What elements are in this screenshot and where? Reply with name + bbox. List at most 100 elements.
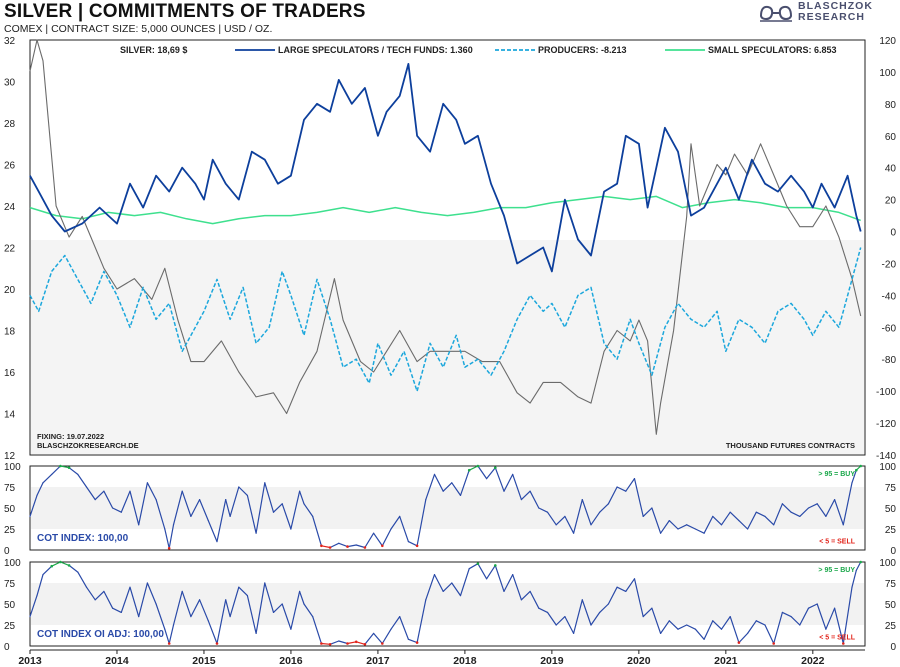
cot-index-segment [694,528,705,534]
cot-index-segment [720,511,731,526]
cot-index-segment [729,511,740,522]
cot-index-oi-segment [616,586,627,593]
cot-index-left-tick-label: 75 [4,483,16,494]
cot-index-extreme-point [59,464,62,468]
cot-index-segment [168,524,175,549]
cot-index-segment [85,486,96,501]
cot-index-segment [738,519,749,530]
cot-index-oi-segment [416,599,427,644]
cot-index-segment [616,486,627,492]
cot-index-segment [381,528,392,547]
left-axis-tick-label: 24 [4,202,16,213]
x-axis-tick-label: 2013 [18,655,42,667]
cot-index-oi-extreme-point [328,643,332,646]
left-axis-tick-label: 30 [4,78,16,89]
cot-index-oi-segment [773,611,784,645]
cot-index-oi-left-tick-label: 75 [4,579,16,590]
cot-index-segment [494,467,505,492]
cot-index-oi-segment [207,620,218,645]
cot-index-oi-segment [303,603,314,618]
cot-index-oi-extreme-point [354,640,358,644]
cot-index-oi-segment [546,611,557,626]
cot-index-oi-segment [120,586,131,614]
cot-index-segment [781,503,792,513]
cot-index-segment [172,490,183,526]
left-axis-tick-label: 28 [4,119,16,130]
cot-index-oi-extreme-point [381,642,384,645]
cot-index-segment [346,544,357,548]
cot-index-segment [225,499,231,518]
cot-index-segment [659,519,670,534]
cot-index-segment [364,532,375,549]
cot-index-oi-segment [590,611,601,626]
cot-index-segment [451,482,462,496]
cot-index-segment [433,473,444,492]
left-axis-tick-label: 22 [4,244,16,255]
right-axis-tick-label: -120 [876,419,896,430]
cot-index-segment [229,486,240,518]
cot-index-oi-extreme-point [320,642,323,645]
left-axis-tick-label: 18 [4,327,16,338]
cot-index-segment [146,482,157,501]
cot-index-oi-segment [764,624,775,645]
cot-index-extreme-point [476,464,480,468]
main-panel-band [31,240,864,454]
cot-index-oi-segment [738,632,749,644]
cot-index-oi-right-tick-label: 75 [885,579,897,590]
cot-index-left-tick-label: 0 [4,546,10,557]
cot-index-oi-extreme-point [59,560,62,564]
cot-index-oi-segment [29,594,38,618]
cot-index-segment [546,511,557,526]
cot-index-oi-segment [625,578,636,593]
cot-index-oi-segment [329,640,340,645]
cot-index-oi-extreme-point [842,642,845,645]
cot-index-oi-segment [799,607,810,626]
cot-index-segment [459,469,470,496]
cot-index-segment [164,528,170,549]
cot-index-oi-segment [807,603,818,609]
cot-index-oi-segment [199,599,209,622]
cot-index-segment [312,515,322,547]
right-axis-tick-label: -20 [882,259,897,270]
cot-index-segment [599,503,610,513]
cot-index-oi-segment [564,615,575,635]
cot-index-oi-sell-label: < 5 = SELL [819,634,856,641]
cot-index-segment [355,544,366,549]
cot-index-right-tick-label: 100 [879,462,896,473]
cot-index-segment [703,515,714,534]
cot-index-segment [303,503,314,518]
cot-index-segment [155,499,166,530]
cot-index-extreme-point [467,468,471,472]
cot-index-segment [199,499,209,522]
cot-index-segment [51,465,62,475]
cot-index-oi-segment [503,573,514,593]
cot-index-segment [190,499,201,518]
cot-index-oi-extreme-point [167,642,171,645]
cot-index-oi-segment [851,569,857,588]
cot-index-segment [564,515,575,534]
brand-logo: BLASCHZOK RESEARCH [758,1,898,25]
cot-index-extreme-point [363,546,367,549]
cot-index-extreme-point [381,544,384,548]
cot-index-segment [29,494,38,518]
cot-index-oi-segment [238,586,248,597]
cot-index-oi-segment [451,582,462,597]
left-axis-tick-label: 12 [4,451,16,462]
cot-index-oi-segment [816,603,827,630]
cot-index-oi-segment [338,640,349,645]
left-axis-tick-label: 26 [4,161,16,172]
cot-index-oi-left-tick-label: 25 [4,621,16,632]
left-axis-tick-label: 20 [4,285,16,296]
cot-index-segment [468,465,479,471]
cot-index-oi-right-tick-label: 25 [885,621,897,632]
cot-index-oi-segment [494,564,505,593]
cot-index-segment [299,490,305,505]
cot-index-oi-segment [555,615,566,626]
cot-index-oi-segment [85,586,96,601]
cot-index-oi-segment [425,573,436,601]
cot-index-segment [529,490,540,509]
cot-index-segment [42,473,53,484]
cot-index-segment [138,482,148,526]
x-axis-tick-label: 2014 [105,655,129,667]
cot-index-oi-extreme-point [346,642,349,645]
